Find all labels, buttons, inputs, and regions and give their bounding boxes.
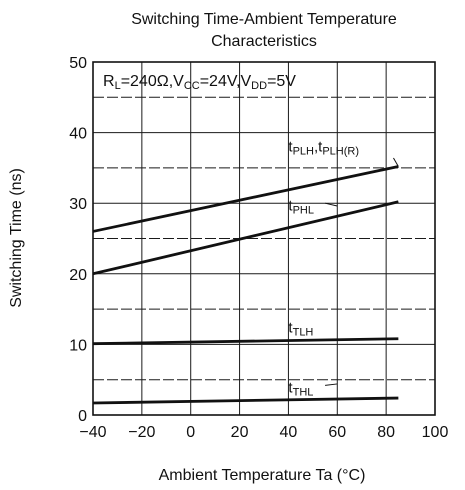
x-tick-label: 100 bbox=[422, 424, 449, 441]
series-label-1: tPLH,tPLH(R) bbox=[288, 139, 359, 158]
tick-labels: −40 −20 0 20 40 60 80 100 0 10 20 30 40 50 bbox=[69, 55, 448, 441]
y-tick-label: 30 bbox=[69, 196, 87, 213]
chart-title-line-1: Switching Time-Ambient Temperature bbox=[131, 11, 397, 28]
y-tick-label: 50 bbox=[69, 55, 87, 72]
series-label-leader bbox=[393, 157, 399, 167]
series-label-leader bbox=[324, 202, 338, 207]
series-label-4: tTHL bbox=[288, 379, 313, 398]
y-tick-label: 40 bbox=[69, 126, 87, 143]
series-line-4 bbox=[92, 396, 399, 405]
x-tick-label: 20 bbox=[231, 424, 249, 441]
series-line-1 bbox=[92, 165, 399, 233]
x-axis-title: Ambient Temperature Ta (°C) bbox=[159, 467, 366, 484]
series-line-3 bbox=[92, 337, 399, 346]
plot-frame bbox=[92, 61, 436, 416]
chart-title-line-2: Characteristics bbox=[211, 33, 317, 50]
chart-title: Switching Time-Ambient Temperature Chara… bbox=[131, 11, 397, 50]
y-tick-label: 10 bbox=[69, 337, 87, 354]
x-tick-label: 60 bbox=[328, 424, 346, 441]
series-line-2 bbox=[92, 200, 399, 276]
test-condition-label: RL=240Ω,VCC=24V,VDD=5V bbox=[103, 73, 296, 92]
y-tick-label: 0 bbox=[78, 408, 87, 425]
series-label-2: tPHL bbox=[288, 197, 314, 216]
series-label-3: tTLH bbox=[288, 319, 313, 338]
y-tick-label: 20 bbox=[69, 267, 87, 284]
x-tick-label: −40 bbox=[79, 424, 106, 441]
grid bbox=[93, 62, 435, 415]
x-tick-label: −20 bbox=[128, 424, 155, 441]
x-tick-label: 80 bbox=[377, 424, 395, 441]
x-tick-label: 40 bbox=[280, 424, 298, 441]
y-axis-title: Switching Time (ns) bbox=[8, 168, 25, 308]
series-labels: tPLH,tPLH(R) tPHL tTLH tTHL bbox=[288, 139, 399, 398]
x-tick-label: 0 bbox=[186, 424, 195, 441]
series-label-leader bbox=[325, 383, 338, 386]
series-lines bbox=[92, 165, 399, 405]
